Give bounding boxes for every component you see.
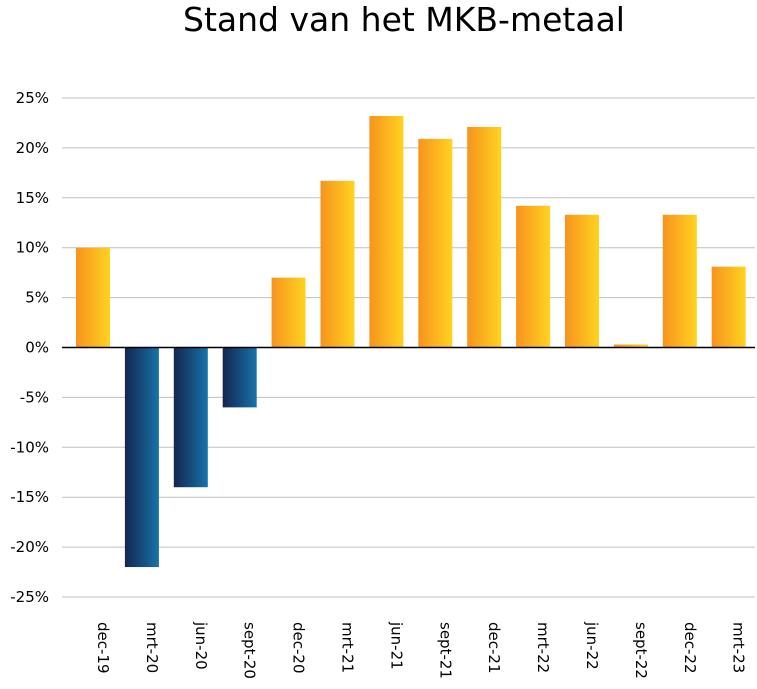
bars	[76, 115, 746, 568]
bar-dec-19	[76, 247, 110, 348]
bar-dec-21	[467, 126, 502, 348]
y-tick-label: 5%	[25, 289, 49, 307]
y-tick-label: 20%	[16, 139, 49, 157]
x-category-label: jun-20	[192, 621, 210, 670]
bar-mrt-22	[516, 205, 551, 348]
x-category-label: dec-20	[290, 622, 308, 674]
x-category-label: mrt-22	[534, 622, 552, 673]
x-category-label: dec-22	[681, 622, 699, 674]
x-axis-category-labels: dec-19 mrt-20 jun-20 sept-20 dec-20 mrt-21 jun…	[94, 621, 748, 679]
y-tick-label: 0%	[25, 339, 49, 357]
x-category-label: mrt-23	[730, 622, 748, 673]
x-category-label: sept-21	[436, 622, 454, 679]
bar-jun-21	[369, 115, 404, 348]
x-category-label: mrt-20	[143, 622, 161, 673]
y-tick-label: 25%	[16, 89, 49, 107]
bar-jun-22	[565, 214, 599, 348]
y-tick-label: -5%	[20, 388, 49, 406]
x-category-label: jun-22	[583, 621, 601, 670]
bar-dec-20	[271, 277, 306, 348]
bar-mrt-20	[124, 347, 159, 568]
bar-mrt-23	[711, 266, 746, 348]
bar-sept-21	[418, 138, 453, 348]
y-tick-label: -10%	[10, 438, 49, 456]
y-tick-label: 15%	[16, 189, 49, 207]
y-tick-label: -20%	[10, 538, 49, 556]
x-category-label: sept-20	[241, 622, 259, 679]
bar-mrt-21	[320, 180, 355, 348]
gridlines	[62, 97, 755, 598]
x-category-label: mrt-21	[339, 622, 357, 673]
x-category-label: jun-21	[387, 621, 405, 670]
bar-sept-20	[222, 347, 257, 408]
chart-title: Stand van het MKB-metaal	[183, 0, 625, 39]
x-category-label: dec-19	[94, 622, 112, 674]
bar-sept-22	[613, 344, 648, 348]
y-tick-label: -15%	[10, 488, 49, 506]
y-tick-label: 10%	[16, 239, 49, 257]
y-tick-label: -25%	[10, 588, 49, 606]
y-axis-tick-labels: 25% 20% 15% 10% 5% 0% -5% -10% -15% -20% -25%	[10, 89, 49, 606]
bar-dec-22	[662, 214, 697, 348]
x-category-label: sept-22	[632, 622, 650, 679]
x-category-label: dec-21	[485, 622, 503, 674]
bar-jun-20	[173, 347, 208, 488]
